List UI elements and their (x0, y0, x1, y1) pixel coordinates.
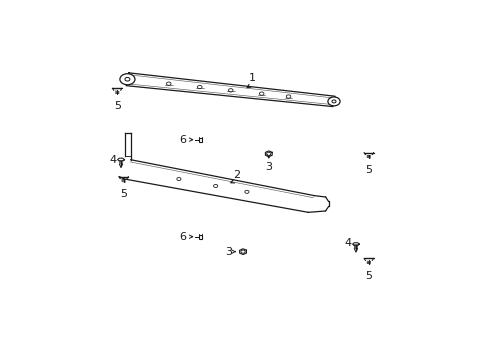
Text: 4: 4 (110, 155, 117, 165)
Text: 3: 3 (225, 247, 232, 257)
Text: 2: 2 (232, 170, 239, 180)
Text: 5: 5 (365, 165, 371, 175)
Polygon shape (124, 160, 314, 212)
Bar (198, 235, 202, 239)
Text: 6: 6 (179, 135, 186, 145)
Text: 5: 5 (365, 271, 371, 281)
Text: 5: 5 (114, 100, 121, 111)
Circle shape (120, 74, 135, 85)
Text: 1: 1 (248, 73, 256, 82)
Circle shape (327, 97, 339, 106)
Bar (198, 138, 202, 141)
Text: 4: 4 (344, 238, 351, 248)
Polygon shape (126, 73, 334, 107)
Text: 6: 6 (179, 232, 186, 242)
Text: 5: 5 (120, 189, 127, 199)
Text: 3: 3 (265, 162, 272, 172)
